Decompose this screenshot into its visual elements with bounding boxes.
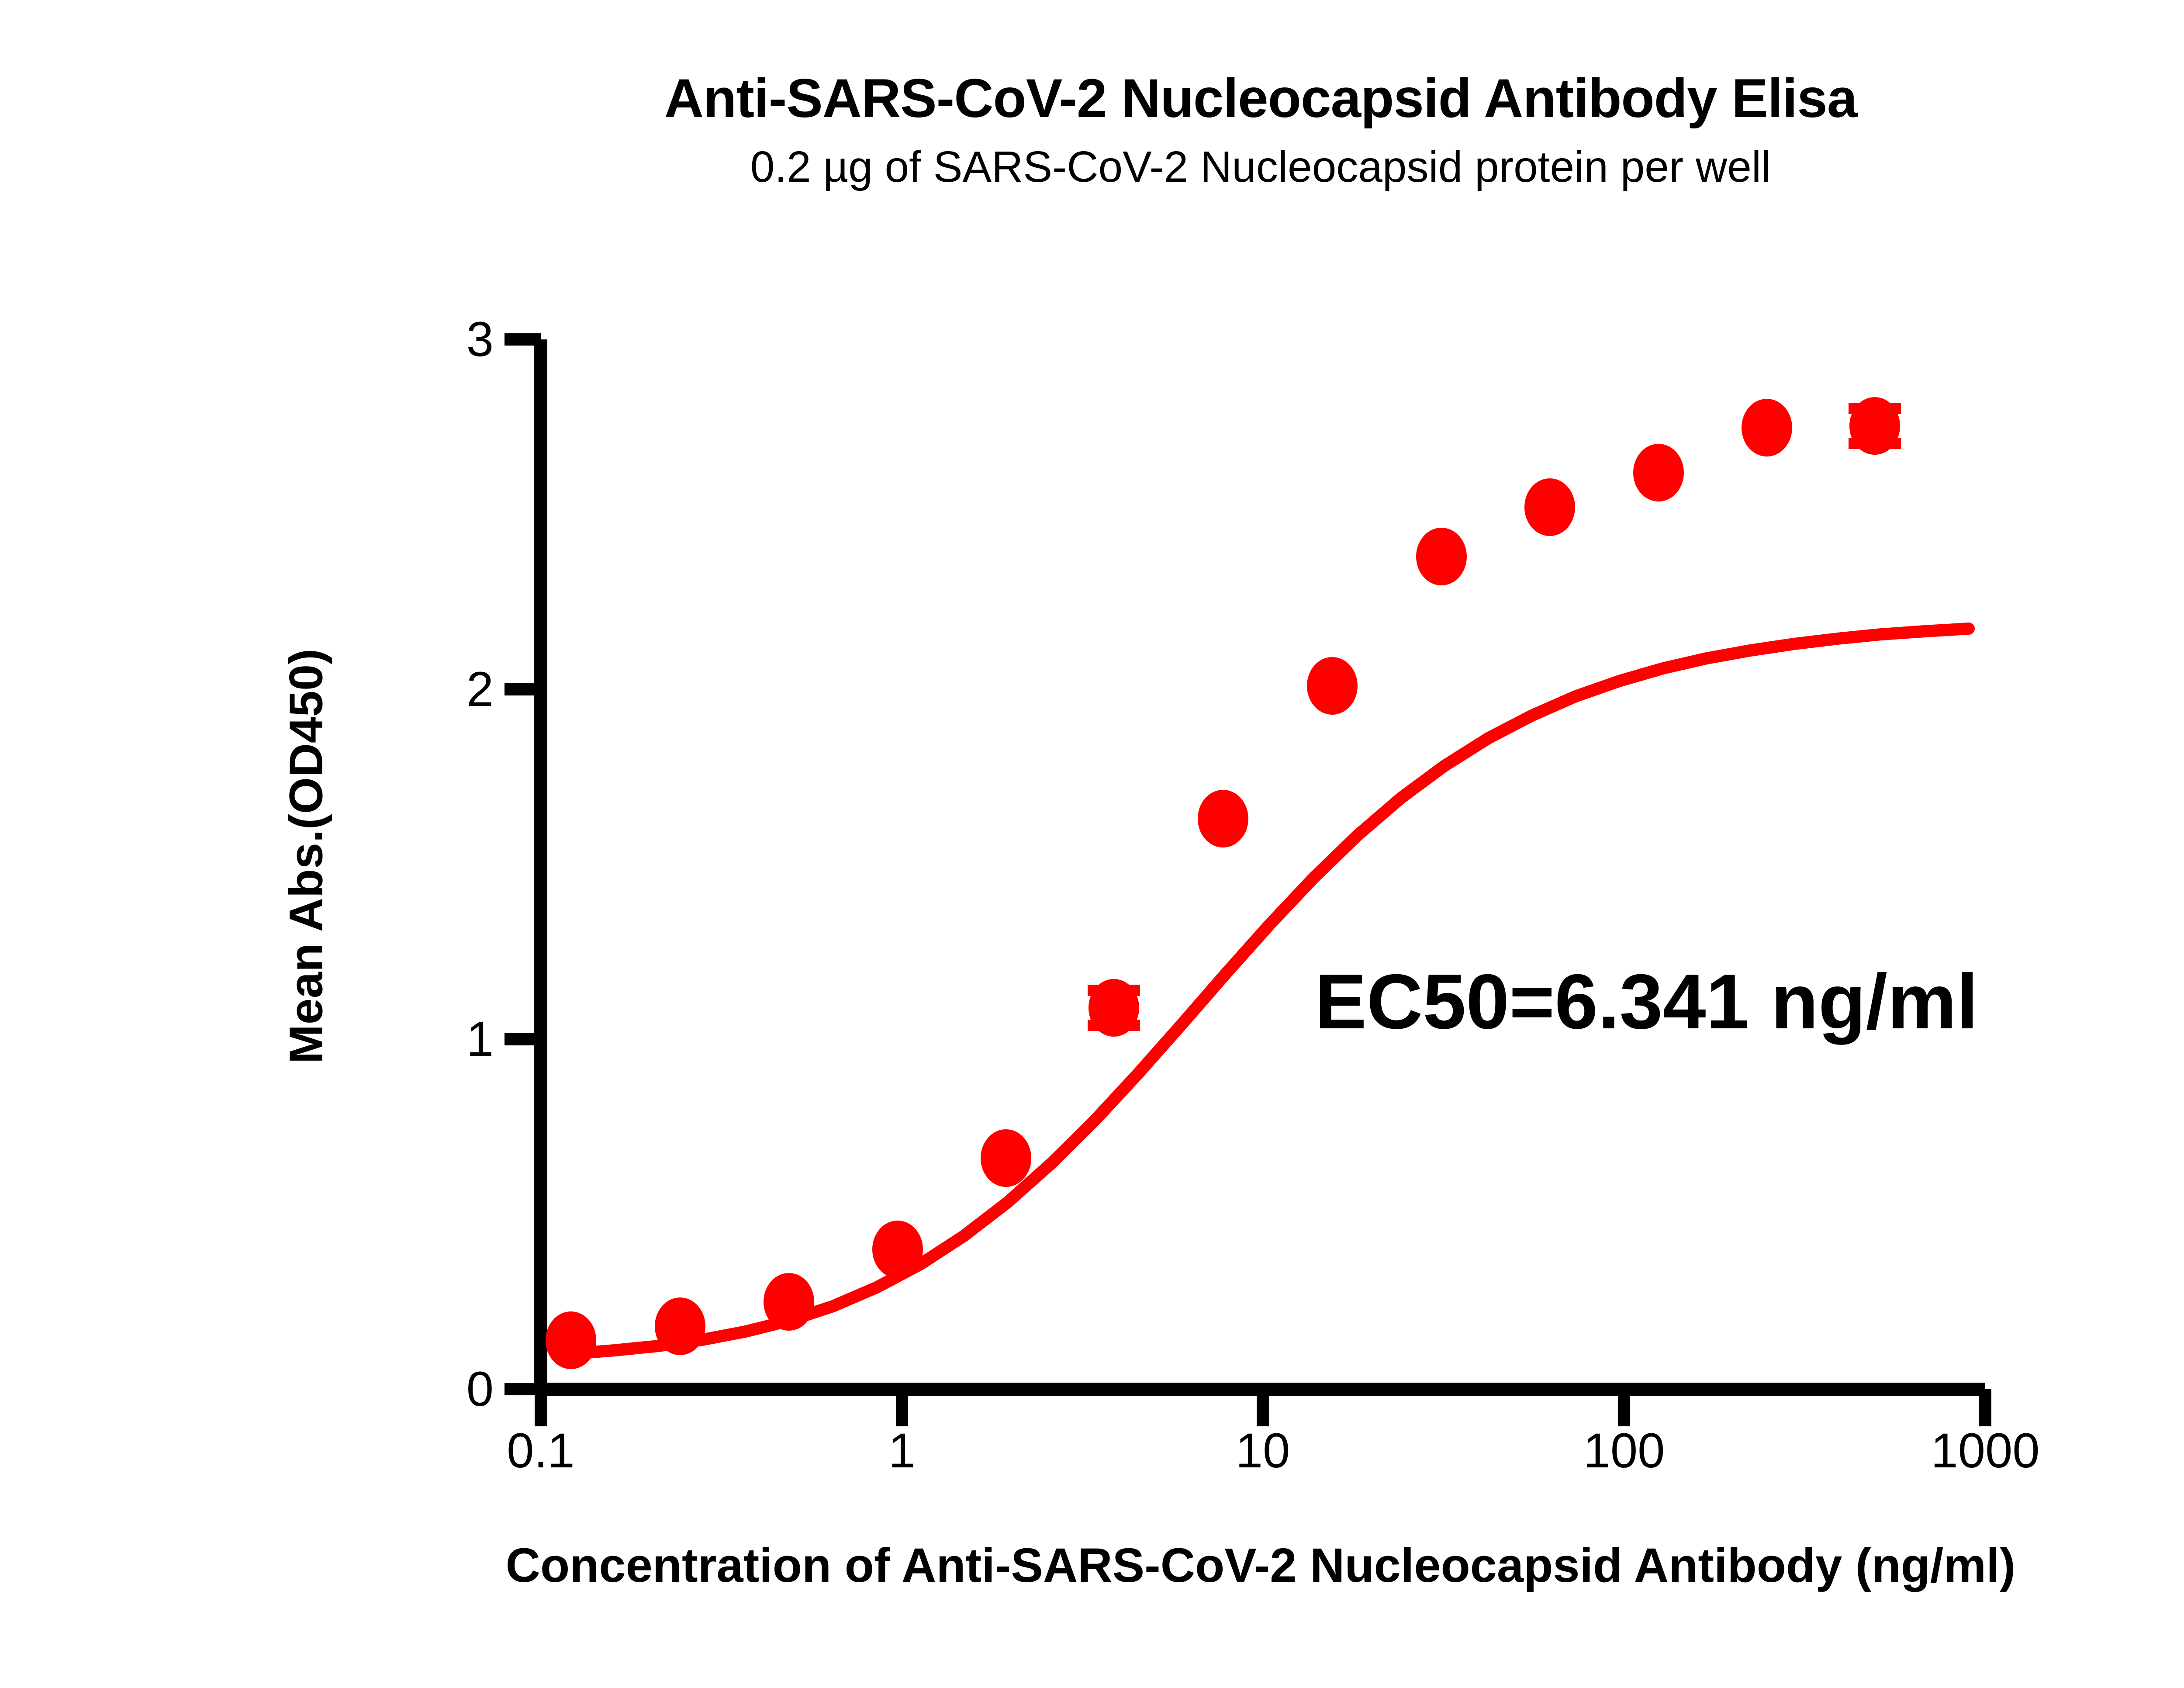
chart-title: Anti-SARS-CoV-2 Nucleocapsid Antibody El…	[664, 68, 1858, 129]
y-tick-label-1: 1	[466, 1012, 494, 1066]
y-tick-label-0: 0	[466, 1362, 494, 1416]
data-point-markers	[546, 397, 1900, 1369]
x-tick-label-1: 1	[888, 1423, 916, 1478]
x-tick-label-10: 10	[1235, 1423, 1290, 1478]
x-axis-title: Concentration of Anti-SARS-CoV-2 Nucleoc…	[505, 1539, 2016, 1592]
data-point	[1089, 979, 1139, 1037]
data-point	[981, 1129, 1031, 1187]
data-point	[764, 1273, 814, 1331]
data-point	[1742, 399, 1792, 457]
x-tick-label-1000: 1000	[1931, 1423, 2040, 1478]
error-bars	[1088, 403, 1901, 1031]
y-tick-label-3: 3	[466, 312, 494, 367]
data-point	[1307, 657, 1358, 715]
x-tick-label-0p1: 0.1	[507, 1423, 575, 1478]
data-point	[546, 1311, 596, 1369]
y-tick-label-2: 2	[466, 662, 494, 716]
data-point	[655, 1297, 705, 1355]
data-point	[1416, 528, 1467, 585]
x-tick-label-100: 100	[1583, 1423, 1665, 1478]
x-axis-ticks	[535, 1389, 1991, 1426]
data-point	[1198, 790, 1248, 847]
chart-subtitle: 0.2 µg of SARS-CoV-2 Nucleocapsid protei…	[750, 142, 1771, 191]
fit-curve	[565, 623, 1975, 1360]
data-point	[1849, 397, 1900, 455]
ec50-annotation: EC50=6.341 ng/ml	[1315, 958, 1978, 1045]
data-point	[1524, 478, 1575, 536]
data-point	[1633, 444, 1684, 502]
data-point	[872, 1221, 923, 1278]
